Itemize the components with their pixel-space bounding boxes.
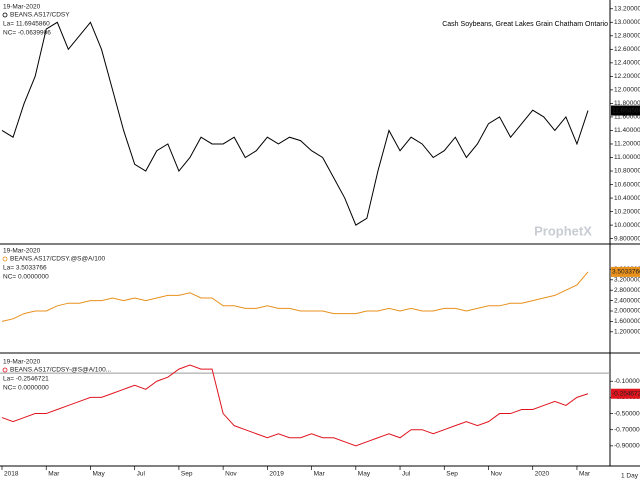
x-tick-label: Sep <box>181 471 193 478</box>
y-tick-label: 2.4000000 <box>614 297 640 304</box>
last-value-badge <box>611 388 640 399</box>
x-tick-label: Jul <box>137 471 146 478</box>
y-tick-label: 10.0000000 <box>614 222 640 229</box>
y-tick-label: 1.6000000 <box>614 318 640 325</box>
x-tick-label: Mar <box>48 471 60 478</box>
y-tick-label: 13.2000000 <box>614 5 640 12</box>
y-tick-label: 12.0000000 <box>614 87 640 94</box>
legend-date: 19-Mar-2020 <box>3 4 41 11</box>
y-tick-label: 11.0000000 <box>614 154 640 161</box>
last-value-badge <box>611 266 640 277</box>
last-value-label: 3.5033766 <box>612 269 640 276</box>
legend-last: La= -0.2546721 <box>3 376 49 383</box>
x-tick-label: Mar <box>579 471 591 478</box>
y-tick-label: 11.8000000 <box>614 100 640 107</box>
legend-change: NC= 0.0000000 <box>3 385 49 392</box>
y-tick-label: 11.4000000 <box>614 127 640 134</box>
y-tick-label: 10.4000000 <box>614 195 640 202</box>
x-tick-label: Nov <box>225 471 237 478</box>
y-tick-label: 1.2000000 <box>614 329 640 336</box>
x-tick-label: Mar <box>314 471 326 478</box>
legend-date: 19-Mar-2020 <box>3 359 41 366</box>
y-tick-label: 12.6000000 <box>614 46 640 53</box>
legend-symbol: BEANS.AS17/CDSY-@S@A/100... <box>10 367 111 374</box>
watermark: ProphetX <box>534 223 592 238</box>
price-line <box>1 271 589 322</box>
legend-last: La= 11.6945860 <box>3 21 50 28</box>
y-tick-label: 13.0000000 <box>614 19 640 26</box>
x-tick-label: May <box>358 471 371 478</box>
price-line <box>1 21 589 226</box>
x-tick-label: 2018 <box>4 471 19 478</box>
x-tick-label: 2020 <box>535 471 550 478</box>
y-tick-label: -0.1000000 <box>614 378 640 385</box>
legend-last: La= 3.5033766 <box>3 265 47 272</box>
x-tick-label: Nov <box>490 471 502 478</box>
y-tick-label: -0.5000000 <box>614 410 640 417</box>
y-tick-label: 10.8000000 <box>614 168 640 175</box>
y-tick-label: 11.6000000 <box>614 114 640 121</box>
y-tick-label: 10.2000000 <box>614 208 640 215</box>
y-tick-label: 12.2000000 <box>614 73 640 80</box>
y-tick-label: 9.8000000 <box>614 235 640 242</box>
legend-change: NC= -0.0639906 <box>3 30 51 37</box>
y-tick-label: 10.6000000 <box>614 181 640 188</box>
x-tick-label: May <box>92 471 105 478</box>
legend-date: 19-Mar-2020 <box>3 248 41 255</box>
y-tick-label: 2.8000000 <box>614 287 640 294</box>
y-tick-label: 3.2000000 <box>614 277 640 284</box>
x-tick-label: Jul <box>402 471 411 478</box>
legend-marker <box>2 256 8 262</box>
legend-marker <box>2 367 8 373</box>
last-value-badge <box>611 105 640 116</box>
chart-title: Cash Soybeans, Great Lakes Grain Chatham… <box>442 21 608 28</box>
y-tick-label: 11.2000000 <box>614 141 640 148</box>
x-tick-label: Sep <box>446 471 458 478</box>
legend-change: NC= 0.0000000 <box>3 274 49 281</box>
last-value-label: 11.6945860 <box>612 107 640 114</box>
legend-marker <box>2 12 8 18</box>
price-line <box>1 364 589 447</box>
period-label: 1 Day <box>621 473 639 480</box>
y-tick-label: -0.9000000 <box>614 443 640 450</box>
y-tick-label: -0.7000000 <box>614 426 640 433</box>
y-tick-label: 2.0000000 <box>614 308 640 315</box>
y-tick-label: 12.8000000 <box>614 33 640 40</box>
y-tick-label: 12.4000000 <box>614 60 640 67</box>
x-tick-label: 2019 <box>269 471 284 478</box>
legend-symbol: BEANS.AS17/CDSY <box>10 12 70 19</box>
last-value-label: -0.2546721 <box>612 390 640 397</box>
legend-symbol: BEANS.AS17/CDSY.@S@A/100 <box>10 256 105 263</box>
